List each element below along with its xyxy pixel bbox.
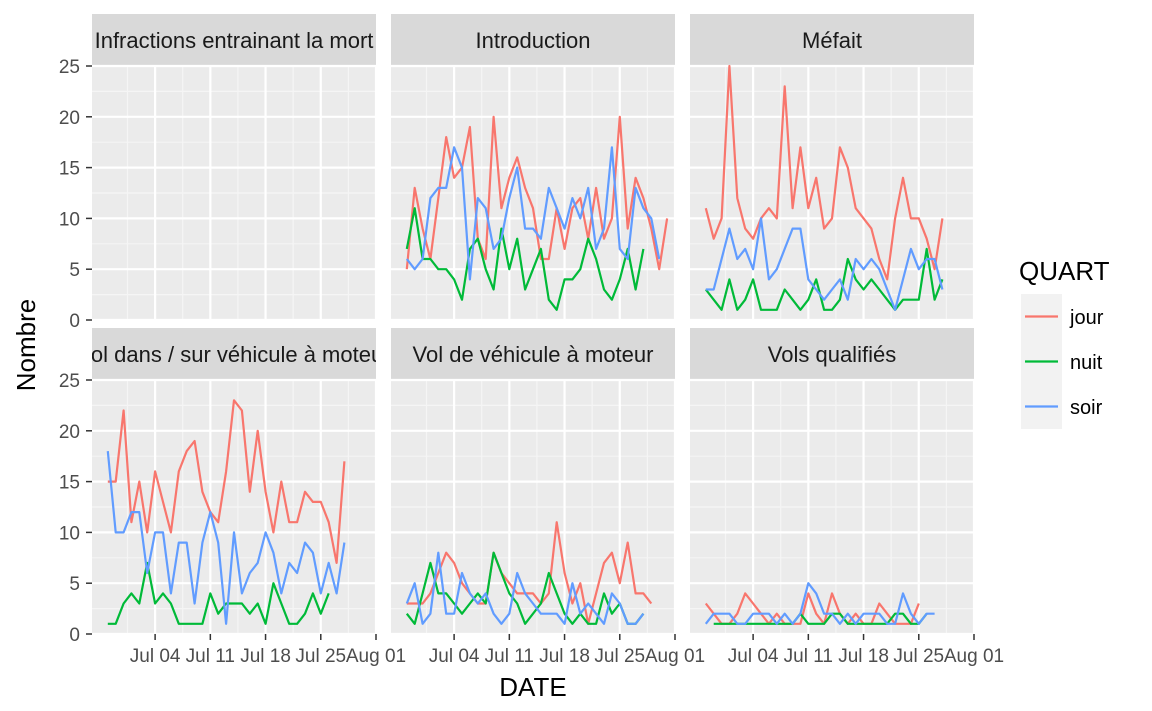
x-tick-label: Jul 25 — [594, 646, 645, 667]
legend-label-jour: jour — [1069, 307, 1104, 329]
facet-strip — [391, 328, 675, 380]
legend-label-soir: soir — [1070, 397, 1103, 419]
facet-strip-label: Vol de véhicule à moteur — [413, 342, 654, 367]
series-line-soir — [405, 146, 661, 281]
series-line-jour — [704, 592, 920, 625]
facet-strip-label: Vol dans / sur véhicule à moteur — [77, 342, 390, 367]
y-tick-label: 0 — [69, 625, 80, 646]
y-tick-label: 5 — [69, 574, 80, 595]
series-line-nuit — [713, 612, 928, 625]
x-tick-label: Jul 11 — [485, 646, 534, 667]
series-line-soir — [405, 551, 645, 625]
series-line-nuit — [405, 551, 645, 625]
facet-panel: Vols qualifiés — [690, 328, 976, 636]
facet-panel: Méfait — [690, 14, 976, 322]
series-line-nuit — [704, 247, 944, 311]
x-tick-label: Jul 18 — [539, 646, 590, 667]
x-tick-label: Jul 25 — [295, 646, 346, 667]
y-axis-title: Nombre — [11, 299, 41, 391]
x-tick-label: Jul 11 — [186, 646, 235, 667]
facet-panel: Infractions entrainant la mort — [92, 14, 378, 322]
y-tick-label: 15 — [59, 159, 80, 180]
facet-panel: Vol de véhicule à moteur — [391, 328, 677, 636]
facet-panel: Introduction — [391, 14, 677, 322]
facet-strip-label: Introduction — [476, 28, 591, 53]
x-axis-title: DATE — [499, 672, 566, 702]
x-tick-label: Aug 01 — [944, 646, 1004, 667]
y-tick-label: 15 — [59, 473, 80, 494]
x-tick-label: Aug 01 — [346, 646, 406, 667]
x-tick-label: Aug 01 — [645, 646, 705, 667]
series-line-jour — [107, 399, 346, 565]
facet-strip-label: Méfait — [802, 28, 862, 53]
facet-strip — [92, 14, 376, 66]
x-tick-label: Jul 25 — [893, 646, 944, 667]
panels-layer: Infractions entrainant la mort Introducti… — [77, 14, 976, 636]
series-line-nuit — [405, 207, 645, 311]
facet-panel: Vol dans / sur véhicule à moteur — [77, 328, 390, 636]
series-line-soir — [106, 450, 346, 625]
facet-strip-label: Infractions entrainant la mort — [95, 28, 374, 53]
legend: QUART jour nuit soir — [1019, 256, 1110, 429]
x-tick-label: Jul 18 — [838, 646, 889, 667]
y-tick-label: 20 — [59, 108, 80, 129]
facet-strip — [92, 328, 376, 380]
series-line-jour — [406, 521, 653, 625]
x-tick-label: Jul 18 — [240, 646, 291, 667]
facet-strip — [690, 14, 974, 66]
x-tick-label: Jul 04 — [728, 646, 779, 667]
x-tick-label: Jul 04 — [429, 646, 480, 667]
series-line-soir — [705, 217, 944, 311]
y-tick-label: 10 — [59, 523, 80, 544]
y-tick-label: 10 — [59, 209, 80, 230]
legend-label-nuit: nuit — [1070, 352, 1103, 374]
x-tick-label: Jul 11 — [784, 646, 833, 667]
facet-strip-label: Vols qualifiés — [768, 342, 896, 367]
facet-strip — [690, 328, 974, 380]
y-tick-label: 20 — [59, 422, 80, 443]
series-line-nuit — [107, 561, 330, 625]
y-tick-label: 5 — [69, 260, 80, 281]
y-tick-label: 25 — [59, 57, 80, 78]
series-line-jour — [704, 64, 944, 281]
y-tick-label: 0 — [69, 311, 80, 332]
y-tick-label: 25 — [59, 371, 80, 392]
legend-title: QUART — [1019, 256, 1110, 286]
series-line-soir — [704, 582, 935, 625]
x-tick-label: Jul 04 — [130, 646, 181, 667]
facet-strip — [391, 14, 675, 66]
